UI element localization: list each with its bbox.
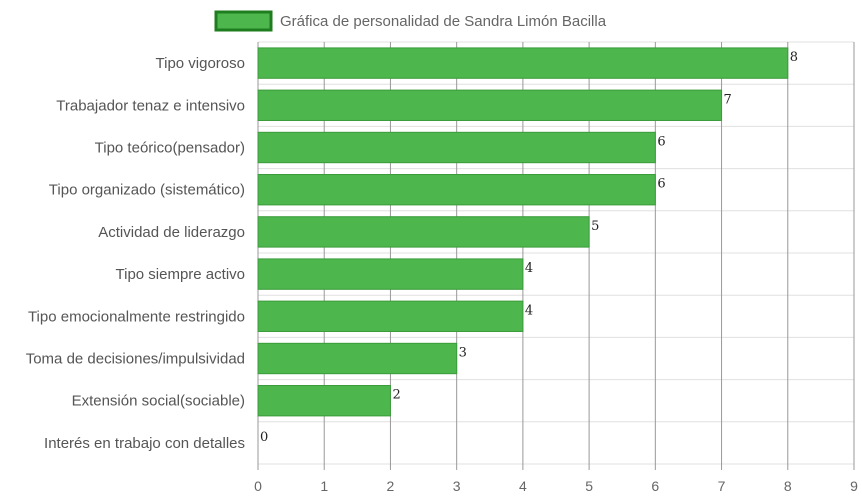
data-label: 7	[724, 92, 732, 107]
category-label: Tipo emocionalmente restringido	[28, 308, 245, 325]
x-tick-label: 2	[387, 478, 395, 494]
category-label: Tipo teórico(pensador)	[95, 140, 245, 157]
data-label: 8	[790, 50, 798, 65]
x-tick-label: 1	[320, 478, 328, 494]
x-tick-label: 8	[784, 478, 792, 494]
x-axis-ticks: 0 1 2 3 4 5 6 7 8 9	[254, 478, 858, 494]
bars	[257, 47, 789, 417]
data-label: 2	[392, 388, 400, 403]
data-label: 3	[459, 346, 467, 361]
bar[interactable]	[257, 258, 524, 290]
bar[interactable]	[257, 300, 524, 332]
category-labels: Tipo vigoroso Trabajador tenaz e intensiv…	[26, 55, 245, 452]
data-label: 4	[525, 261, 533, 276]
category-label: Tipo siempre activo	[116, 266, 246, 283]
bar[interactable]	[257, 89, 723, 121]
data-labels: 8 7 6 6 5 4 4 3 2 0	[260, 50, 798, 445]
data-label: 0	[260, 430, 268, 445]
bar[interactable]	[257, 174, 656, 206]
data-label: 4	[525, 303, 533, 318]
legend[interactable]: Gráfica de personalidad de Sandra Limón …	[214, 10, 607, 32]
bar[interactable]	[257, 342, 458, 375]
data-label: 5	[591, 219, 599, 234]
x-tick-label: 3	[453, 478, 461, 494]
data-label: 6	[657, 177, 665, 192]
bar[interactable]	[257, 47, 789, 79]
category-label: Actividad de liderazgo	[98, 224, 245, 241]
x-tick-label: 5	[585, 478, 593, 494]
bar[interactable]	[257, 131, 656, 164]
bar[interactable]	[257, 216, 590, 248]
x-tick-label: 0	[254, 478, 262, 494]
x-tick-label: 6	[651, 478, 659, 494]
x-tick-label: 9	[850, 478, 858, 494]
category-label: Tipo vigoroso	[156, 55, 246, 72]
x-tick-label: 7	[718, 478, 726, 494]
category-label: Interés en trabajo con detalles	[44, 435, 245, 452]
category-label: Tipo organizado (sistemático)	[49, 182, 245, 199]
legend-swatch	[214, 10, 273, 32]
legend-label: Gráfica de personalidad de Sandra Limón …	[280, 13, 607, 30]
category-label: Trabajador tenaz e intensivo	[56, 97, 245, 114]
bar[interactable]	[257, 385, 391, 417]
category-label: Extensión social(sociable)	[72, 393, 245, 410]
x-tick-label: 4	[519, 478, 527, 494]
data-label: 6	[657, 135, 665, 150]
category-label: Toma de decisiones/impulsividad	[26, 351, 245, 368]
